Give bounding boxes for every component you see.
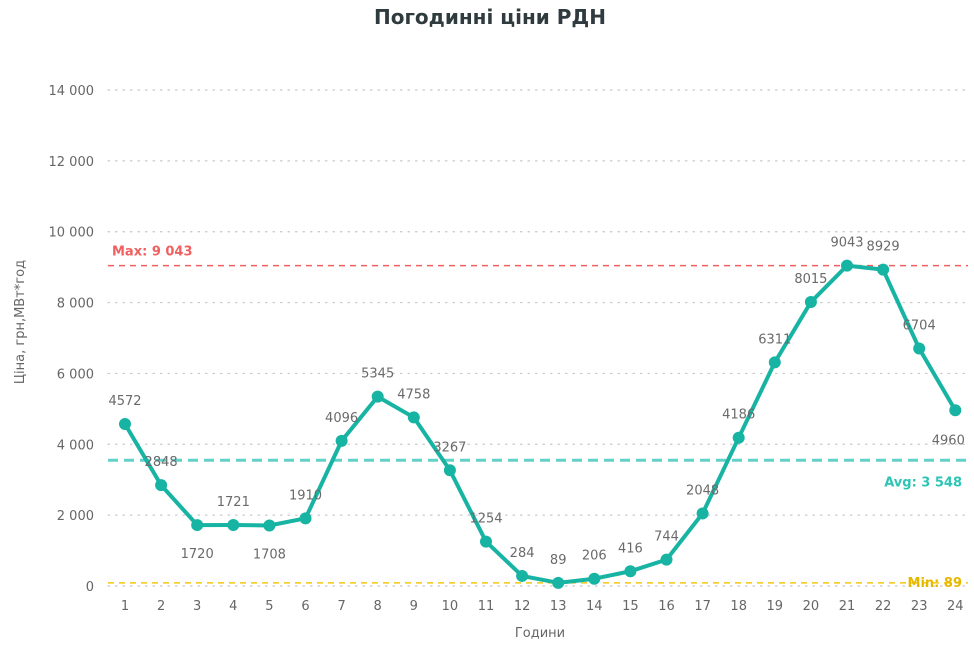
data-point xyxy=(480,535,492,548)
chart-title: Погодинні ціни РДН xyxy=(374,5,606,29)
data-label: 3267 xyxy=(433,440,466,455)
data-label: 8015 xyxy=(794,272,827,287)
data-label: 2048 xyxy=(686,483,719,498)
data-label: 416 xyxy=(618,541,643,556)
data-label: 1721 xyxy=(217,495,250,510)
x-tick-label: 22 xyxy=(875,599,892,614)
data-label: 1720 xyxy=(181,547,214,562)
x-tick-label: 20 xyxy=(803,599,820,614)
data-point xyxy=(660,553,673,566)
data-point xyxy=(443,464,456,477)
x-tick-label: 6 xyxy=(301,599,309,614)
data-label: 89 xyxy=(550,553,567,568)
data-point xyxy=(841,259,853,272)
y-tick-label: 4 000 xyxy=(57,438,94,453)
x-tick-label: 11 xyxy=(478,599,495,614)
data-label: 1910 xyxy=(289,488,322,503)
x-tick-label: 3 xyxy=(193,599,201,614)
data-point xyxy=(624,565,637,578)
x-tick-label: 13 xyxy=(550,599,567,614)
data-point xyxy=(191,519,204,532)
data-label: 1254 xyxy=(469,512,502,527)
data-point xyxy=(371,390,384,403)
data-point xyxy=(155,479,168,492)
x-tick-label: 17 xyxy=(694,599,711,614)
x-tick-label: 8 xyxy=(374,599,382,614)
x-axis-title: Години xyxy=(515,626,565,641)
data-label: 284 xyxy=(510,546,535,561)
data-point xyxy=(913,342,926,355)
data-point xyxy=(119,418,131,431)
y-tick-label: 12 000 xyxy=(49,155,95,170)
reference-line-label: Min: 89 xyxy=(908,576,962,591)
data-point xyxy=(768,356,781,369)
x-tick-label: 2 xyxy=(157,599,165,614)
y-tick-label: 0 xyxy=(86,580,94,595)
x-tick-label: 1 xyxy=(121,599,129,614)
reference-line-label: Avg: 3 548 xyxy=(884,475,962,490)
data-label: 9043 xyxy=(830,236,863,251)
x-tick-label: 23 xyxy=(911,599,928,614)
x-tick-label: 21 xyxy=(839,599,856,614)
y-tick-label: 14 000 xyxy=(49,84,95,99)
y-axis-title: Ціна, грн,МВт*год xyxy=(13,260,28,384)
series-line xyxy=(123,263,958,585)
data-point xyxy=(299,512,312,525)
data-label: 6311 xyxy=(758,332,791,347)
x-tick-label: 24 xyxy=(947,599,964,614)
y-tick-label: 8 000 xyxy=(57,297,94,312)
data-label: 5345 xyxy=(361,367,394,382)
data-label: 4186 xyxy=(722,408,755,423)
data-point xyxy=(588,572,601,585)
x-tick-label: 4 xyxy=(229,599,237,614)
data-point xyxy=(552,576,565,589)
y-tick-label: 2 000 xyxy=(57,509,94,524)
data-label: 206 xyxy=(582,549,607,564)
data-label: 1708 xyxy=(253,547,286,562)
data-point xyxy=(696,507,709,520)
data-label: 4960 xyxy=(932,433,965,448)
data-point xyxy=(949,404,962,417)
data-label: 4572 xyxy=(108,394,141,409)
y-tick-label: 10 000 xyxy=(49,226,95,241)
y-tick-label: 6 000 xyxy=(57,367,94,382)
x-tick-label: 19 xyxy=(767,599,784,614)
data-label: 2848 xyxy=(145,455,178,470)
x-tick-label: 5 xyxy=(265,599,273,614)
x-tick-label: 15 xyxy=(622,599,639,614)
data-label: 6704 xyxy=(903,318,936,333)
reference-line-label: Max: 9 043 xyxy=(112,245,193,260)
data-point xyxy=(516,569,529,582)
data-point xyxy=(407,411,420,424)
data-point xyxy=(877,263,890,276)
data-point xyxy=(732,431,745,444)
data-label: 744 xyxy=(654,530,679,545)
data-point xyxy=(263,519,276,532)
x-tick-label: 14 xyxy=(586,599,603,614)
data-point xyxy=(335,434,348,447)
x-tick-label: 10 xyxy=(442,599,459,614)
x-tick-label: 9 xyxy=(410,599,418,614)
data-point xyxy=(804,296,817,309)
x-tick-label: 16 xyxy=(658,599,675,614)
data-label: 4096 xyxy=(325,411,358,426)
data-label: 8929 xyxy=(867,240,900,255)
x-tick-label: 7 xyxy=(337,599,345,614)
data-label: 4758 xyxy=(397,387,430,402)
x-tick-label: 12 xyxy=(514,599,531,614)
data-point xyxy=(227,519,240,532)
x-tick-label: 18 xyxy=(730,599,747,614)
